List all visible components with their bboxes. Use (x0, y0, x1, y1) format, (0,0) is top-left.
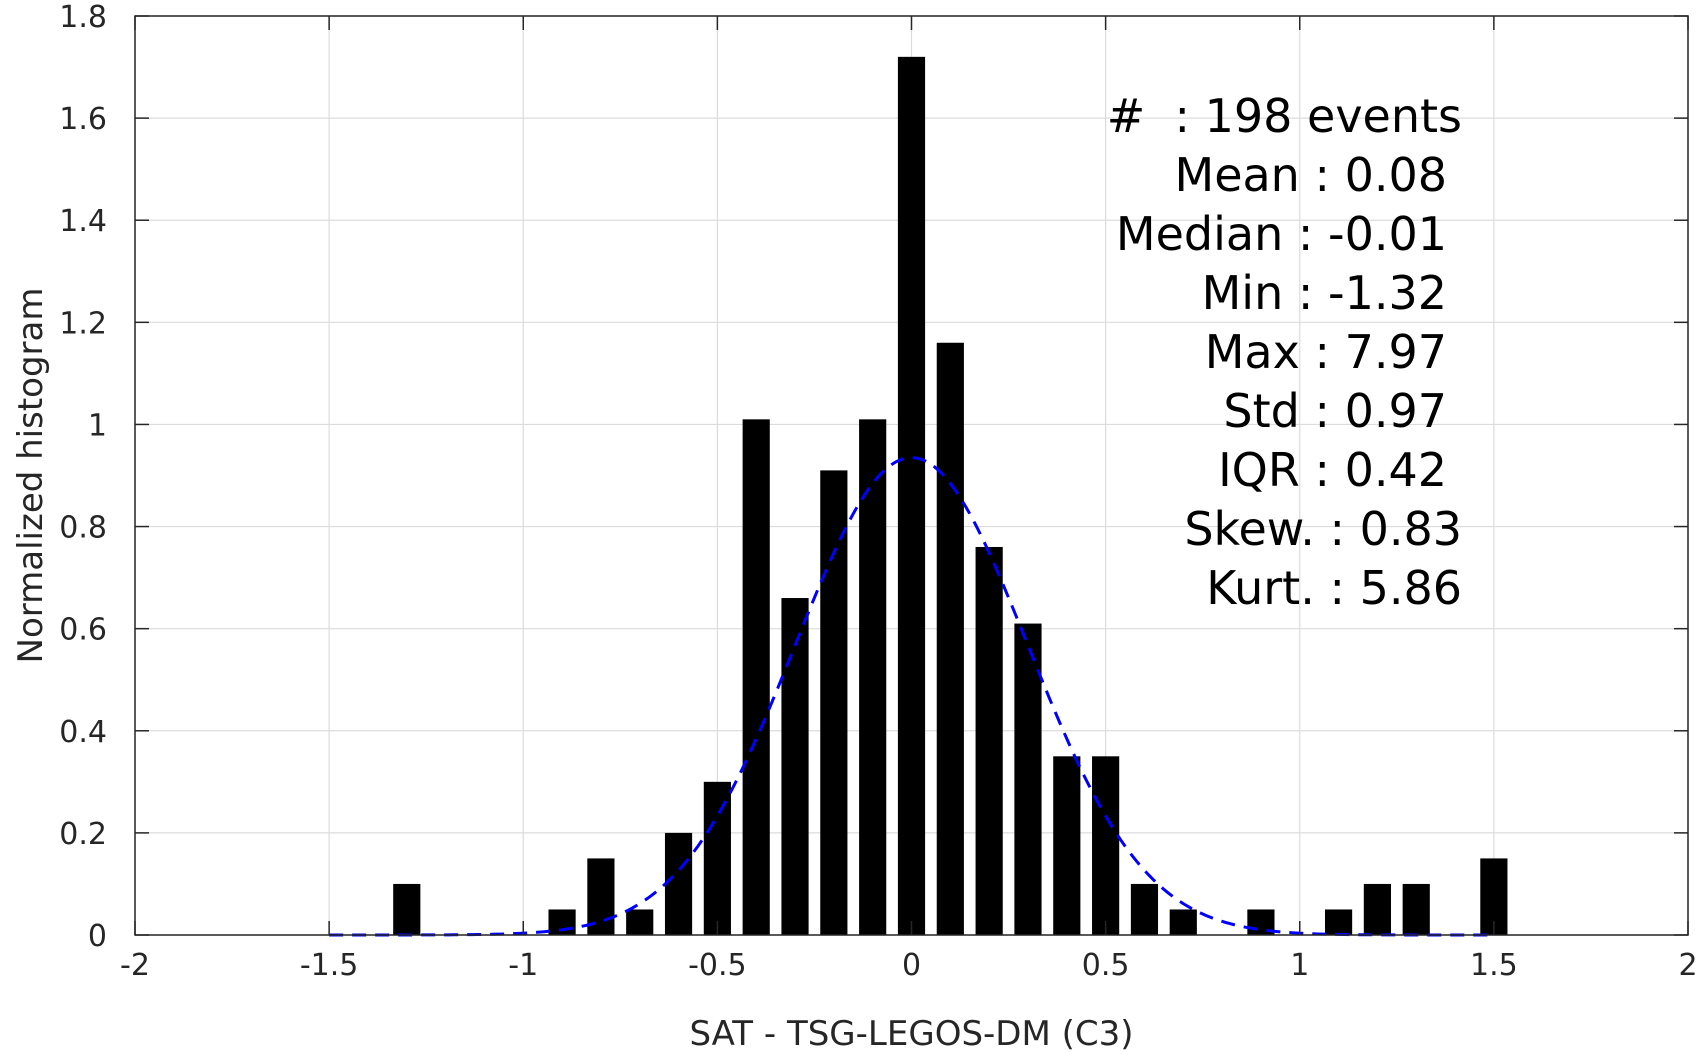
x-tick-label: -1 (508, 948, 538, 983)
histogram-bar (626, 909, 654, 935)
histogram-bar (859, 419, 887, 936)
stat-line: # : 198 events (1107, 89, 1462, 143)
y-tick-label: 1.8 (59, 0, 107, 35)
histogram-bar (1014, 623, 1042, 935)
histogram-bar (820, 470, 848, 935)
y-tick-label: 0.8 (59, 511, 107, 546)
histogram-bar (936, 342, 964, 935)
y-tick-label: 1.4 (59, 204, 107, 239)
x-axis-label: SAT - TSG-LEGOS-DM (C3) (689, 1014, 1133, 1053)
histogram-bar (781, 598, 809, 935)
y-axis-label: Normalized histogram (11, 288, 51, 664)
axis-ticks (134, 15, 1689, 936)
x-tick-label: -1.5 (300, 948, 359, 983)
x-tick-label: 1.5 (1470, 948, 1518, 983)
histogram-bar (1053, 756, 1081, 935)
stat-line: Skew. : 0.83 (1184, 502, 1462, 556)
y-tick-label: 1.6 (59, 102, 107, 137)
x-tick-label: 0 (902, 948, 921, 983)
stat-line: Median : -0.01 (1116, 207, 1447, 261)
x-tick-label: -0.5 (688, 948, 747, 983)
y-tick-labels: 0 0.2 0.4 0.6 0.8 1 1.2 1.4 1.6 1.8 (59, 0, 107, 954)
y-tick-label: 0.6 (59, 613, 107, 648)
histogram-bar (897, 56, 926, 936)
stat-line: Max : 7.97 (1205, 325, 1447, 379)
histogram-bar (1092, 756, 1120, 935)
histogram-bar (664, 832, 693, 935)
stat-line: IQR : 0.42 (1218, 443, 1447, 497)
histogram-bar (742, 419, 770, 936)
histogram-bar (587, 858, 615, 935)
histogram-bar (1363, 883, 1391, 935)
stat-line: Mean : 0.08 (1175, 148, 1448, 202)
y-tick-label: 0.2 (59, 817, 107, 852)
histogram-bar (393, 883, 421, 935)
y-tick-label: 1.2 (59, 306, 107, 341)
histogram-bar (1402, 883, 1430, 935)
stat-line: Min : -1.32 (1202, 266, 1447, 320)
y-tick-label: 1 (88, 408, 107, 443)
x-tick-label: 0.5 (1082, 948, 1130, 983)
histogram-bar (703, 781, 731, 935)
histogram-bars (393, 56, 1508, 936)
histogram-bar (1130, 883, 1159, 935)
x-tick-label: 1 (1290, 948, 1309, 983)
y-tick-label: 0.4 (59, 715, 107, 750)
histogram-bar (975, 546, 1003, 935)
y-tick-label: 0 (88, 919, 107, 954)
histogram-bar (1169, 909, 1197, 935)
x-tick-labels: -2 -1.5 -1 -0.5 0 0.5 1 1.5 2 (120, 948, 1698, 983)
stat-line: Std : 0.97 (1223, 384, 1447, 438)
histogram-bar (1324, 909, 1353, 935)
stat-line: Kurt. : 5.86 (1206, 561, 1462, 615)
x-tick-label: -2 (120, 948, 150, 983)
x-tick-label: 2 (1678, 948, 1697, 983)
